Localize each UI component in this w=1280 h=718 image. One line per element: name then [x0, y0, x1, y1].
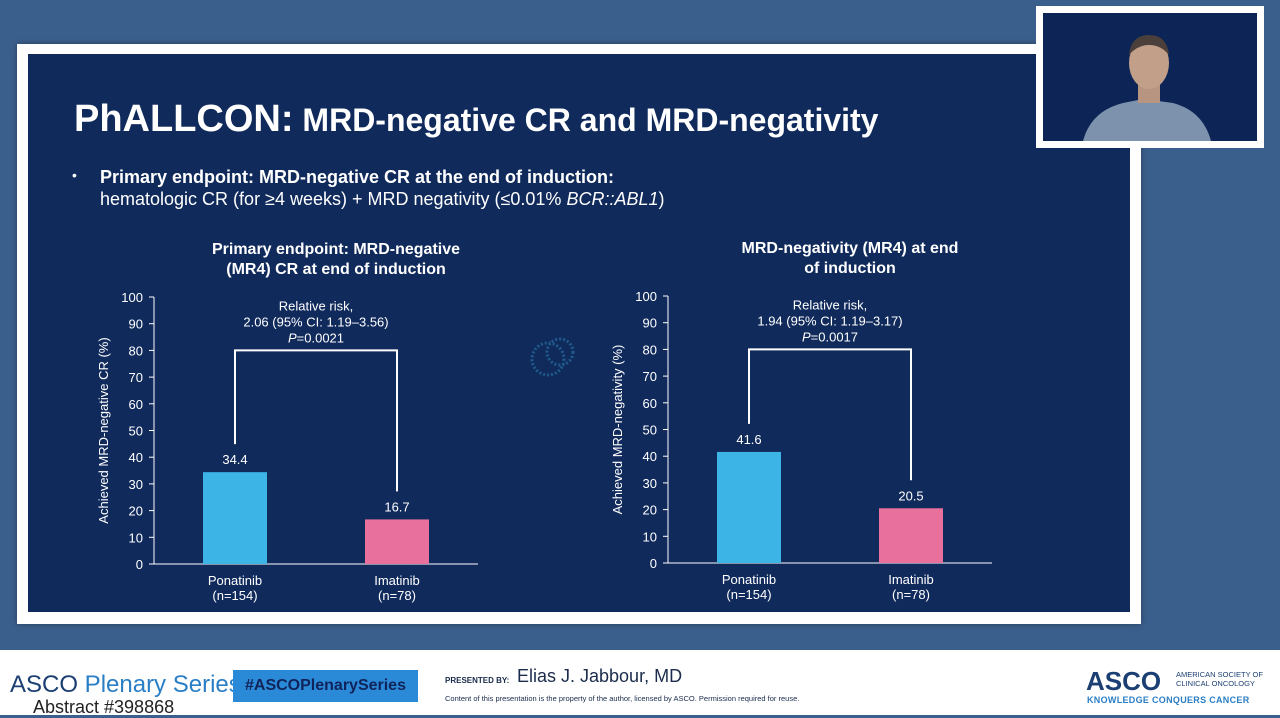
- slide: PhALLCON: MRD-negative CR and MRD-negati…: [28, 54, 1130, 612]
- chart2-y-tick-label: 20: [643, 503, 657, 518]
- bullet-dot: •: [72, 167, 77, 183]
- chart2-y-tick-label: 100: [635, 289, 657, 304]
- chart2-y-tick-label: 60: [643, 396, 657, 411]
- chart2-y-tick-label: 70: [643, 369, 657, 384]
- bullet-bold-text: Primary endpoint: MRD-negative CR at the…: [100, 167, 615, 187]
- chart1-title-line2: (MR4) CR at end of induction: [226, 261, 446, 278]
- chart1-y-tick-label: 90: [129, 317, 143, 332]
- chart1-title: Primary endpoint: MRD-negative (MR4) CR …: [176, 240, 496, 280]
- chart2-category-label: Imatinib: [888, 572, 934, 587]
- presented-by-label: PRESENTED BY:: [445, 676, 510, 685]
- chart2-data-label: 41.6: [736, 432, 761, 447]
- chart1-y-tick-label: 50: [129, 424, 143, 439]
- chart2-y-tick-label: 10: [643, 529, 657, 544]
- hashtag-badge: #ASCOPlenarySeries: [233, 670, 418, 702]
- chart1-bar-imatinib: [365, 519, 429, 564]
- watermark-logo-icon: [530, 337, 575, 377]
- chart2-y-tick-label: 30: [643, 476, 657, 491]
- chart1-category-label: Ponatinib: [208, 573, 262, 588]
- bullet-plain-text: hematologic CR (for ≥4 weeks) + MRD nega…: [100, 188, 664, 211]
- asco-society-name: AMERICAN SOCIETY OF CLINICAL ONCOLOGY: [1176, 670, 1263, 688]
- presenter-silhouette-icon: [1043, 13, 1257, 141]
- chart1-y-axis-label: Achieved MRD-negative CR (%): [96, 337, 111, 523]
- chart2-y-tick-label: 40: [643, 449, 657, 464]
- chart1-category-n: (n=78): [378, 588, 416, 603]
- chart1-y-tick-label: 40: [129, 450, 143, 465]
- chart2-bar-ponatinib: [717, 451, 781, 563]
- chart2-comparison-bracket: [748, 348, 912, 481]
- chart1-y-tick-label: 0: [136, 557, 143, 572]
- chart2-annotation-line1: Relative risk,: [793, 297, 867, 312]
- chart1-category-label: Imatinib: [374, 573, 420, 588]
- chart2-pvalue-number: =0.0017: [811, 329, 858, 344]
- chart2-annotation-pvalue: P=0.0017: [802, 329, 858, 344]
- chart1-y-tick-label: 10: [129, 530, 143, 545]
- chart1-annotation-line1: Relative risk,: [279, 298, 353, 313]
- chart1-y-tick-label: 70: [129, 370, 143, 385]
- chart2-title: MRD-negativity (MR4) at end of induction: [690, 239, 1010, 279]
- chart1-y-tick-label: 100: [121, 290, 143, 305]
- chart1-pvalue-symbol: P: [288, 330, 297, 345]
- chart2-category-n: (n=154): [726, 587, 771, 602]
- bullet-plain: hematologic CR (for ≥4 weeks) + MRD nega…: [100, 189, 567, 209]
- chart1-data-label: 16.7: [384, 499, 409, 514]
- chart1-comparison-bracket: [234, 349, 398, 492]
- chart2-category-n: (n=78): [892, 587, 930, 602]
- chart1-pvalue-number: =0.0021: [297, 330, 344, 345]
- footer: ASCO Plenary Series Abstract #398868 #AS…: [0, 650, 1280, 717]
- chart2-bar-imatinib: [879, 508, 943, 563]
- bullet-close: ): [658, 189, 665, 209]
- presenter-webcam: [1036, 6, 1264, 148]
- asco-logo: ASCO: [1086, 666, 1162, 696]
- chart1-annotation-line2: 2.06 (95% CI: 1.19–3.56): [243, 314, 388, 329]
- presenter-name: Elias J. Jabbour, MD: [517, 666, 683, 686]
- chart2-data-label: 20.5: [898, 488, 923, 503]
- chart2-annotation-line2: 1.94 (95% CI: 1.19–3.17): [757, 313, 902, 328]
- webcam-video: [1043, 13, 1257, 141]
- chart1-bar-ponatinib: [203, 472, 267, 564]
- chart2-y-tick-label: 0: [650, 556, 657, 571]
- chart2-y-axis-label: Achieved MRD-negativity (%): [610, 345, 625, 515]
- abstract-number: Abstract #398868: [33, 697, 175, 717]
- title-study-name: PhALLCON:: [74, 98, 294, 140]
- chart1-data-label: 34.4: [222, 452, 247, 467]
- slide-title: PhALLCON: MRD-negative CR and MRD-negati…: [74, 98, 878, 141]
- chart2-title-line1: MRD-negativity (MR4) at end: [741, 240, 959, 257]
- chart2-title-line2: of induction: [804, 260, 896, 277]
- chart2-category-label: Ponatinib: [722, 572, 776, 587]
- asco-text: ASCO: [10, 671, 79, 698]
- chart1-y-tick-label: 30: [129, 477, 143, 492]
- chart1-annotation-pvalue: P=0.0021: [288, 330, 344, 345]
- society-line1: AMERICAN SOCIETY OF: [1176, 670, 1263, 679]
- plenary-series-text: Plenary Series: [78, 671, 241, 698]
- copyright-disclaimer: Content of this presentation is the prop…: [445, 694, 800, 703]
- chart1-y-tick-label: 80: [129, 343, 143, 358]
- chart2-y-tick-label: 90: [643, 316, 657, 331]
- chart1-title-line1: Primary endpoint: MRD-negative: [211, 241, 461, 258]
- chart2-y-tick-label: 80: [643, 342, 657, 357]
- chart2-y-tick-label: 50: [643, 423, 657, 438]
- chart1-y-tick-label: 20: [129, 504, 143, 519]
- chart1-y-tick-label: 60: [129, 397, 143, 412]
- asco-plenary-series-logo: ASCO Plenary Series: [10, 671, 241, 699]
- asco-tagline: KNOWLEDGE CONQUERS CANCER: [1087, 695, 1250, 705]
- chart1-category-n: (n=154): [212, 588, 257, 603]
- bullet-gene: BCR::ABL1: [566, 189, 659, 209]
- society-line2: CLINICAL ONCOLOGY: [1176, 679, 1255, 688]
- chart2-pvalue-symbol: P: [802, 329, 811, 344]
- title-topic: MRD-negative CR and MRD-negativity: [293, 102, 879, 138]
